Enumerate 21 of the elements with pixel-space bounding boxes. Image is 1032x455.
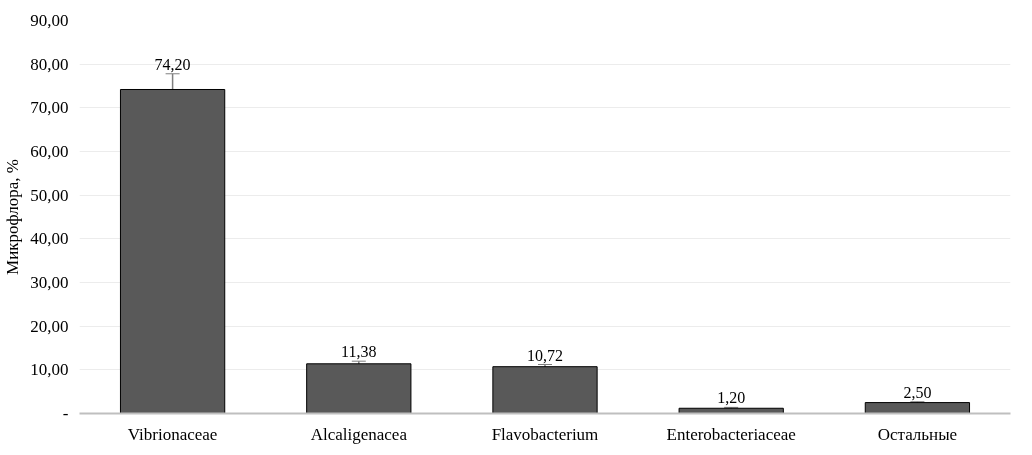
y-tick-label: 80,00 bbox=[30, 54, 69, 74]
x-tick-label: Enterobacteriaceae bbox=[666, 424, 796, 444]
y-tick-label: 20,00 bbox=[30, 316, 69, 336]
x-tick-label: Flavobacterium bbox=[491, 424, 599, 444]
y-tick-label: 40,00 bbox=[30, 229, 69, 249]
y-tick-label: 30,00 bbox=[30, 273, 69, 292]
y-tick-label: 90,00 bbox=[30, 11, 69, 30]
y-tick-label: - bbox=[62, 404, 69, 423]
y-tick-label: 70,00 bbox=[30, 98, 69, 118]
y-axis-title: Микрофлора, % bbox=[3, 159, 23, 275]
data-label: 10,72 bbox=[527, 346, 563, 364]
y-tick-label: 60,00 bbox=[30, 142, 69, 161]
x-tick-label: Остальные bbox=[877, 424, 958, 444]
data-label: 11,38 bbox=[341, 343, 377, 361]
y-tick-label: 10,00 bbox=[30, 360, 69, 380]
data-label: 2,50 bbox=[903, 383, 932, 401]
x-tick-label: Vibrionaceae bbox=[127, 424, 218, 444]
x-tick-label: Alcaligenacea bbox=[310, 424, 408, 444]
y-tick-label: 50,00 bbox=[30, 185, 69, 205]
data-label: 74,20 bbox=[154, 55, 191, 73]
data-label: 1,20 bbox=[717, 389, 746, 407]
